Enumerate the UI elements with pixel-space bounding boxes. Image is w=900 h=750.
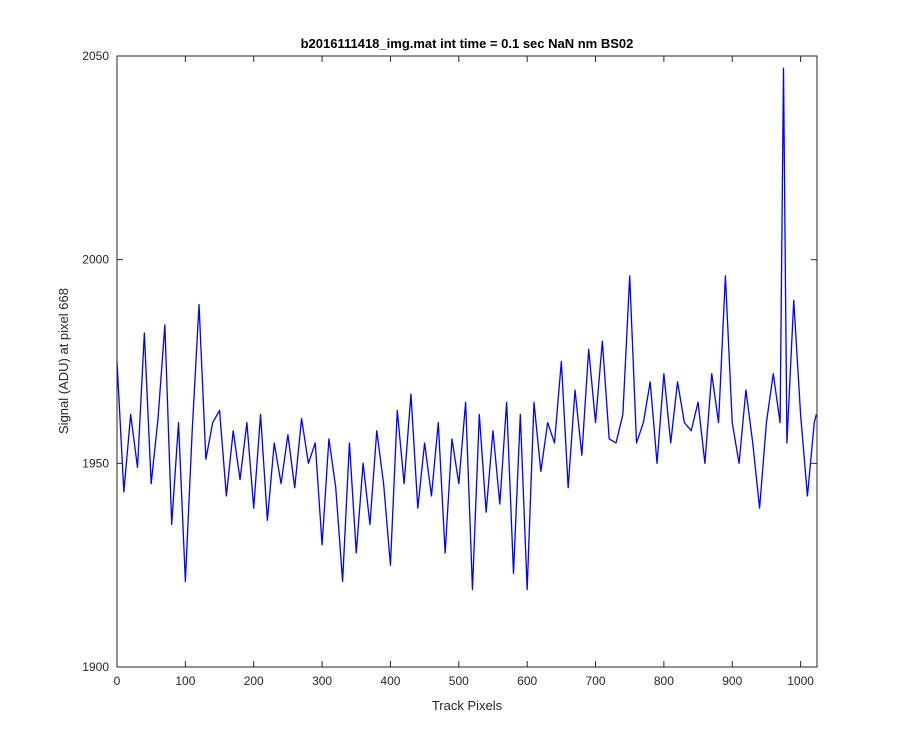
y-tick-label-1900: 1900 bbox=[82, 660, 109, 674]
y-tick-label-1950: 1950 bbox=[82, 456, 109, 470]
x-tick-label-100: 100 bbox=[175, 674, 195, 688]
x-tick-label-300: 300 bbox=[312, 674, 332, 688]
x-tick-label-0: 0 bbox=[114, 674, 121, 688]
x-tick-label-800: 800 bbox=[654, 674, 674, 688]
y-tick-label-2050: 2050 bbox=[82, 49, 109, 63]
chart-title: b2016111418_img.mat int time = 0.1 sec N… bbox=[301, 36, 634, 51]
x-tick-label-500: 500 bbox=[449, 674, 469, 688]
y-axis-ticks: 1900 1950 2000 2050 bbox=[82, 49, 817, 674]
y-tick-label-2000: 2000 bbox=[82, 253, 109, 267]
x-tick-label-700: 700 bbox=[586, 674, 606, 688]
x-tick-label-600: 600 bbox=[517, 674, 537, 688]
x-tick-label-200: 200 bbox=[244, 674, 264, 688]
x-tick-label-1000: 1000 bbox=[787, 674, 814, 688]
x-axis-ticks: 0 100 200 300 400 500 600 700 800 900 1000 bbox=[114, 56, 814, 688]
plot-frame bbox=[116, 55, 818, 668]
y-axis-title: Signal (ADU) at pixel 668 bbox=[56, 288, 71, 434]
series-line-1 bbox=[116, 67, 817, 591]
series-layer bbox=[116, 67, 817, 591]
x-tick-label-900: 900 bbox=[722, 674, 742, 688]
x-tick-label-400: 400 bbox=[380, 674, 400, 688]
x-axis-title: Track Pixels bbox=[432, 698, 503, 713]
plot-area bbox=[117, 56, 817, 667]
